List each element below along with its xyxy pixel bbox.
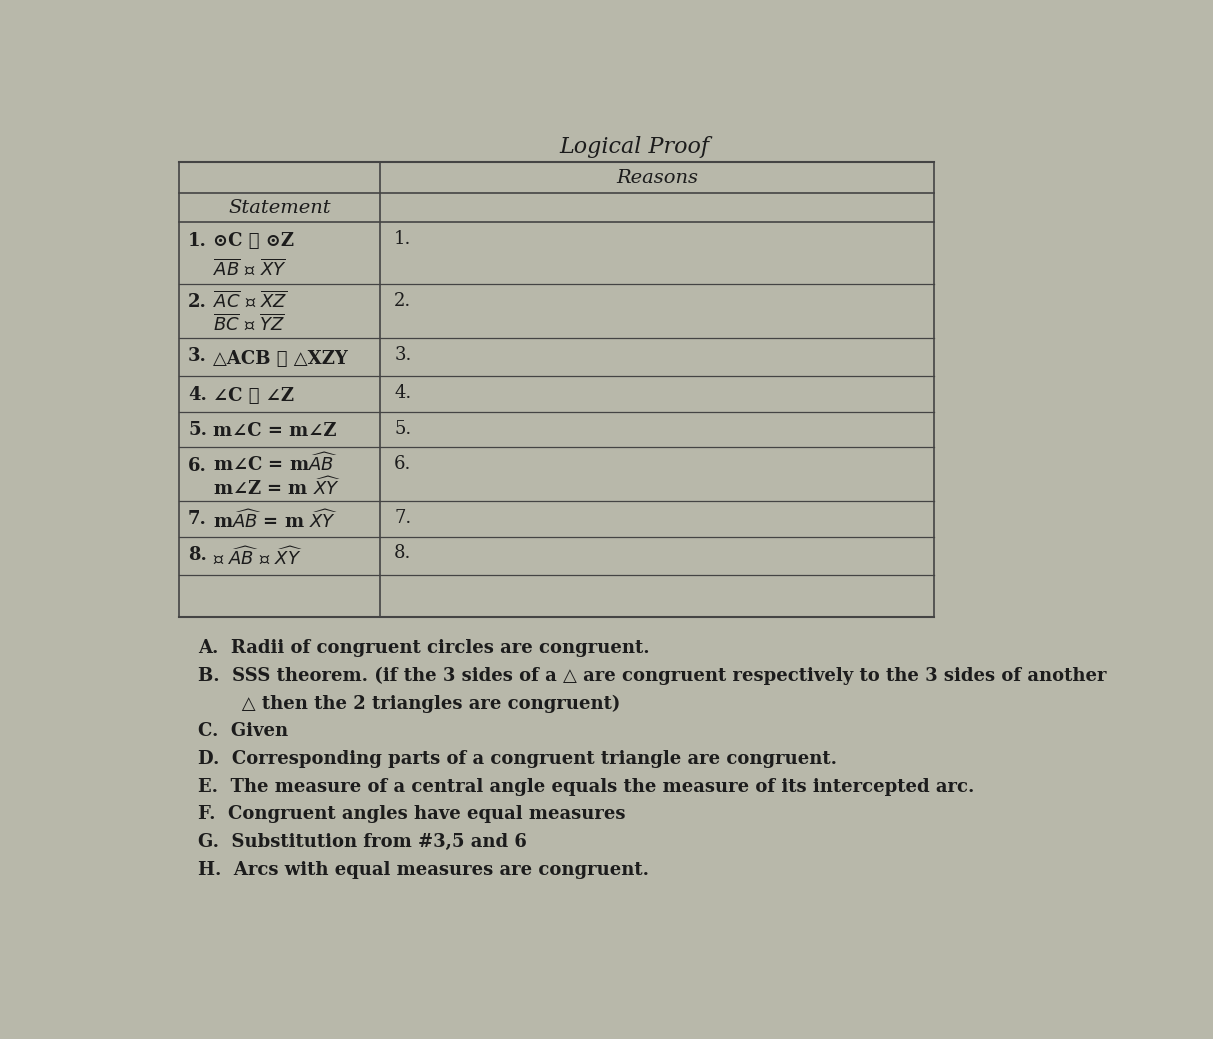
Text: 3.: 3. [188,347,207,366]
Text: F.  Congruent angles have equal measures: F. Congruent angles have equal measures [198,805,626,823]
Text: 2.: 2. [394,292,411,310]
Text: A.  Radii of congruent circles are congruent.: A. Radii of congruent circles are congru… [198,639,650,657]
Text: m∠Z = m $\widehat{XY}$: m∠Z = m $\widehat{XY}$ [212,476,341,499]
Text: 3.: 3. [394,346,411,364]
Text: ∠C ≅ ∠Z: ∠C ≅ ∠Z [212,387,294,404]
Text: 7.: 7. [394,509,411,527]
Text: D.  Corresponding parts of a congruent triangle are congruent.: D. Corresponding parts of a congruent tr… [198,750,837,768]
Text: 2.: 2. [188,293,207,312]
Text: 5.: 5. [394,420,411,437]
Text: 1.: 1. [394,231,411,248]
Text: 8.: 8. [188,545,207,564]
Text: ∴ $\widehat{AB}$ ≅ $\widehat{XY}$: ∴ $\widehat{AB}$ ≅ $\widehat{XY}$ [212,547,303,568]
Text: 5.: 5. [188,421,207,439]
Text: Logical Proof: Logical Proof [559,136,710,158]
Text: 1.: 1. [188,232,207,249]
Text: 8.: 8. [394,544,411,562]
Text: 4.: 4. [394,384,411,402]
Text: m∠C = m∠Z: m∠C = m∠Z [212,422,336,439]
Text: Statement: Statement [228,198,331,217]
Text: m$\widehat{AB}$ = m $\widehat{XY}$: m$\widehat{AB}$ = m $\widehat{XY}$ [212,509,337,532]
Text: E.  The measure of a central angle equals the measure of its intercepted arc.: E. The measure of a central angle equals… [198,777,974,796]
Text: B.  SSS theorem. (if the 3 sides of a △ are congruent respectively to the 3 side: B. SSS theorem. (if the 3 sides of a △ a… [198,667,1106,685]
Text: m∠C = m$\widehat{AB}$: m∠C = m$\widehat{AB}$ [212,452,337,475]
Text: Reasons: Reasons [616,168,699,187]
Text: △ACB ≅ △XZY: △ACB ≅ △XZY [212,350,348,368]
Text: $\overline{AC}$ ≅ $\overline{XZ}$: $\overline{AC}$ ≅ $\overline{XZ}$ [212,290,287,311]
Text: 6.: 6. [188,456,207,475]
Text: △ then the 2 triangles are congruent): △ then the 2 triangles are congruent) [198,694,621,713]
Text: $\overline{AB}$ ≅ $\overline{XY}$: $\overline{AB}$ ≅ $\overline{XY}$ [212,258,286,278]
Text: G.  Substitution from #3,5 and 6: G. Substitution from #3,5 and 6 [198,833,526,851]
Text: 6.: 6. [394,455,411,473]
Text: 4.: 4. [188,385,207,404]
Text: C.  Given: C. Given [198,722,289,740]
Text: 7.: 7. [188,510,207,529]
Text: ⊙C ≅ ⊙Z: ⊙C ≅ ⊙Z [212,233,294,250]
Text: H.  Arcs with equal measures are congruent.: H. Arcs with equal measures are congruen… [198,860,649,879]
Text: $\overline{BC}$ ≅ $\overline{YZ}$: $\overline{BC}$ ≅ $\overline{YZ}$ [212,314,285,335]
